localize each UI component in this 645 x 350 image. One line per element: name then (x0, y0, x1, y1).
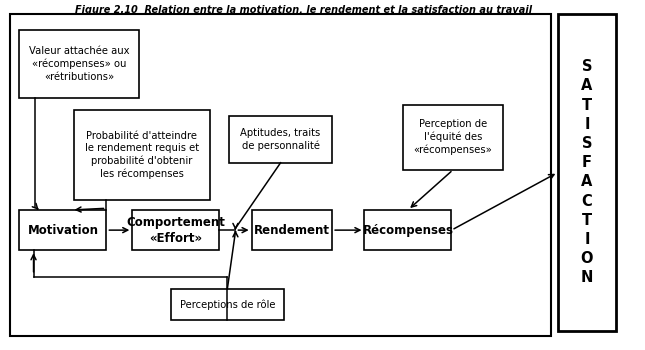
Bar (403, 105, 503, 170)
Text: Récompenses: Récompenses (362, 224, 453, 237)
Text: S
A
T
I
S
F
A
C
T
I
O
N: S A T I S F A C T I O N (580, 59, 593, 286)
Bar (19, 210, 106, 250)
Bar (19, 30, 139, 98)
Text: Motivation: Motivation (27, 224, 99, 237)
Bar (229, 116, 332, 163)
Bar (171, 289, 284, 320)
Text: Comportement
«Effort»: Comportement «Effort» (126, 216, 225, 245)
Text: Rendement: Rendement (254, 224, 330, 237)
Bar (10, 14, 551, 336)
Bar (364, 210, 451, 250)
Text: Aptitudes, traits
de personnalité: Aptitudes, traits de personnalité (241, 128, 321, 150)
Text: Probabilité d'atteindre
le rendement requis et
probabilité d'obtenir
les récompe: Probabilité d'atteindre le rendement req… (85, 131, 199, 179)
Bar (558, 14, 616, 331)
Bar (74, 110, 210, 200)
Bar (132, 210, 219, 250)
Text: Perceptions de rôle: Perceptions de rôle (179, 299, 275, 310)
Bar (252, 210, 332, 250)
Text: Figure 2.10  Relation entre la motivation, le rendement et la satisfaction au tr: Figure 2.10 Relation entre la motivation… (75, 5, 531, 15)
Text: Perception de
l'équité des
«récompenses»: Perception de l'équité des «récompenses» (413, 119, 493, 155)
Text: Valeur attachée aux
«récompenses» ou
«rétributions»: Valeur attachée aux «récompenses» ou «ré… (29, 46, 129, 82)
